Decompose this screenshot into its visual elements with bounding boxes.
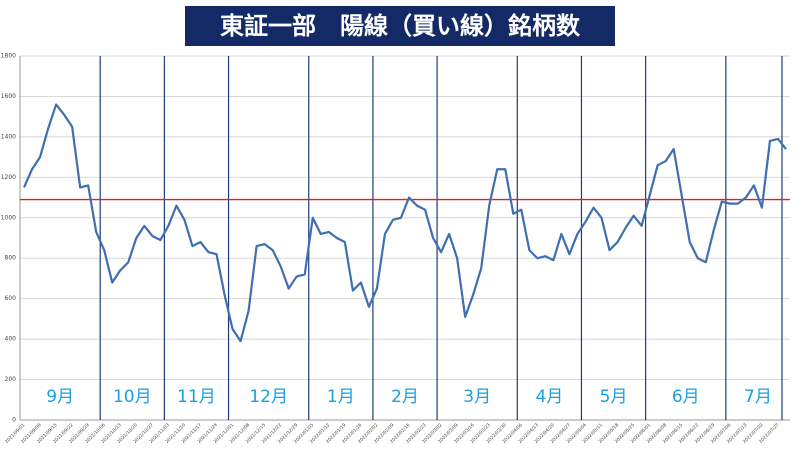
month-label: 4月 xyxy=(535,387,563,407)
y-tick-label: 200 xyxy=(5,376,17,383)
month-label: 6月 xyxy=(672,387,700,407)
y-tick-label: 0 xyxy=(12,417,16,424)
chart-title: 東証一部 陽線（買い線）銘柄数 xyxy=(220,12,581,40)
data-line xyxy=(23,103,787,343)
month-label: 12月 xyxy=(249,387,288,407)
y-tick-label: 1600 xyxy=(1,93,16,100)
y-tick-label: 400 xyxy=(5,336,17,343)
month-label: 9月 xyxy=(46,387,74,407)
y-tick-label: 1000 xyxy=(1,214,16,221)
y-tick-label: 1200 xyxy=(1,174,16,181)
y-tick-label: 1800 xyxy=(1,53,16,60)
month-label: 11月 xyxy=(177,387,216,407)
y-tick-label: 800 xyxy=(5,255,17,262)
month-label: 2月 xyxy=(391,387,419,407)
y-tick-label: 1400 xyxy=(1,133,16,140)
month-label: 1月 xyxy=(327,387,355,407)
month-label: 3月 xyxy=(463,387,491,407)
title-box xyxy=(185,6,615,46)
month-label: 5月 xyxy=(600,387,628,407)
month-label: 7月 xyxy=(744,387,772,407)
month-label: 10月 xyxy=(113,387,152,407)
y-tick-label: 600 xyxy=(5,295,17,302)
